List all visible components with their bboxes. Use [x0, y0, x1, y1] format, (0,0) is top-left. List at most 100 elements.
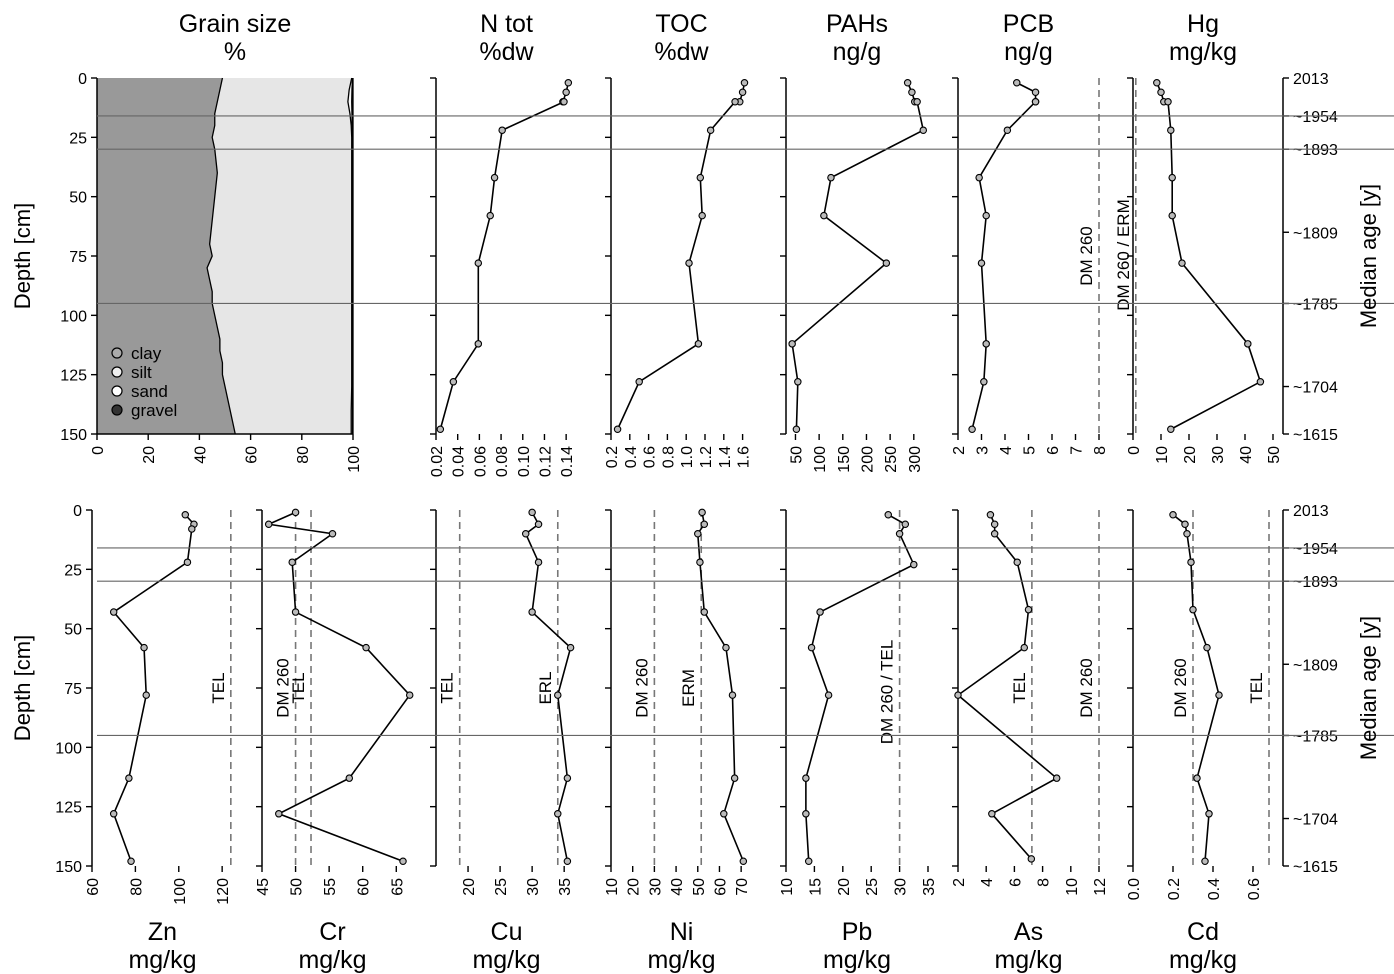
- panel-4-ref-label: DM 260: [1077, 226, 1096, 286]
- panel-1-x-tick-label: 0.14: [559, 446, 576, 477]
- panel-10-data-point: [816, 608, 824, 616]
- panel-1-x-tick-label: 0.08: [494, 446, 511, 477]
- age-tick-label-bottom: 2013: [1293, 503, 1329, 520]
- panel-0-x-tick-label: 80: [295, 446, 312, 464]
- panel-11-x-tick-label: 6: [1007, 878, 1024, 887]
- panel-6-x-tick-label: 120: [215, 878, 232, 905]
- panel-8-data-point: [563, 857, 572, 866]
- panel-1-data-point: [564, 78, 573, 87]
- age-tick-label-bottom: ~1954: [1293, 541, 1338, 558]
- panel-12-x-tick-label: 0.4: [1206, 878, 1223, 900]
- panel-10-x-tick-label: 20: [836, 878, 853, 896]
- legend-marker-clay: [111, 347, 123, 359]
- panel-2-data-point: [685, 259, 693, 267]
- panel-2-title-line-1: TOC: [655, 10, 707, 38]
- panel-0-title-line-1: Grain size: [179, 10, 292, 38]
- panel-7-data-point: [264, 520, 273, 528]
- panel-2-data-point: [613, 425, 622, 434]
- panel-4-title-line-2: ng/g: [1004, 38, 1053, 66]
- panel-7-data-point: [345, 774, 354, 782]
- panel-5-data-point: [1244, 340, 1252, 348]
- legend-label-gravel: gravel: [131, 401, 177, 420]
- panel-6-data-point: [188, 525, 196, 533]
- panel-4-series-line: [971, 82, 1037, 430]
- panel-3-data-point: [827, 173, 835, 182]
- panel-11-series-line: [956, 514, 1059, 860]
- panel-6-y-tick-label: 25: [64, 562, 82, 579]
- panel-3-data-point: [820, 211, 828, 220]
- panel-2-data-point: [706, 126, 715, 134]
- panel-9-title-line-1: Ni: [670, 918, 694, 946]
- panel-11-data-point: [1052, 774, 1061, 782]
- panel-10-x-tick-label: 35: [921, 878, 938, 896]
- panel-6-y-tick-label: 150: [55, 859, 82, 876]
- panel-6-data-point: [181, 510, 190, 519]
- panel-7-ref-label: TEL: [289, 672, 308, 703]
- panel-4-data-point: [977, 259, 986, 267]
- panel-6-series-line: [112, 514, 195, 862]
- legend-label-silt: silt: [131, 363, 152, 382]
- panel-5-data-point: [1153, 78, 1161, 87]
- panel-10-data-point: [895, 529, 904, 538]
- panel-10-x-tick-label: 30: [893, 878, 910, 896]
- panel-9-ref-label: ERM: [679, 669, 698, 707]
- panel-10-x-tick-label: 10: [779, 878, 796, 896]
- panel-12-title-line-1: Cd: [1187, 918, 1219, 946]
- panel-9-data-point: [720, 810, 728, 818]
- age-tick-label-bottom: ~1615: [1293, 859, 1338, 876]
- panel-12-ref-label: DM 260: [1171, 658, 1190, 718]
- panel-8-data-point: [563, 774, 572, 782]
- panel-2-x-tick-label: 0.4: [623, 446, 640, 468]
- panel-12-series-line: [1172, 514, 1220, 862]
- panel-8-data-point: [534, 520, 543, 528]
- panel-9-x-tick-label: 20: [626, 878, 643, 896]
- panel-8-data-point: [566, 643, 575, 652]
- panel-3-title-line-1: PAHs: [826, 10, 888, 38]
- panel-10-data-point: [910, 560, 918, 569]
- panel-9-data-point: [730, 774, 739, 782]
- panel-11-x-tick-label: 2: [951, 878, 968, 887]
- panel-11-data-point: [1013, 558, 1021, 566]
- panel-10-x-tick-label: 15: [807, 878, 824, 896]
- panel-10-data-point: [824, 691, 833, 699]
- panel-5-x-tick-label: 10: [1154, 446, 1171, 464]
- panel-4-data-point: [980, 378, 988, 386]
- panel-12-x-tick-label: 0.6: [1246, 878, 1263, 900]
- panel-1-data-point: [474, 340, 483, 348]
- panel-12-x-tick-label: 0.0: [1126, 878, 1143, 900]
- age-tick-label-top: ~1893: [1293, 142, 1338, 159]
- panel-2-x-tick-label: 1.6: [736, 446, 753, 468]
- panel-11-data-point: [990, 520, 999, 528]
- panel-3-x-tick-label: 150: [836, 446, 853, 473]
- panel-4-data-point: [982, 211, 990, 220]
- panel-2-x-tick-label: 0.8: [660, 446, 677, 468]
- panel-2-data-point: [731, 97, 739, 106]
- panel-3-x-tick-label: 300: [907, 446, 924, 473]
- panel-3-data-point: [908, 88, 916, 96]
- panel-7-data-point: [328, 529, 337, 538]
- panel-6-x-tick-label: 60: [85, 878, 102, 896]
- panel-6-y-tick-label: 125: [55, 800, 82, 817]
- panel-5-ref-label: DM 260 / ERM: [1114, 199, 1133, 310]
- panel-9-title-line-2: mg/kg: [647, 946, 715, 974]
- panel-3-title-line-2: ng/g: [833, 38, 882, 66]
- panel-0-x-tick-label: 40: [192, 446, 209, 464]
- panel-1-data-point: [436, 425, 445, 434]
- panel-5-series-line: [1156, 82, 1262, 430]
- panel-1-data-point: [560, 97, 568, 106]
- panel-9-data-point: [722, 643, 730, 652]
- panel-1-series-line: [439, 82, 570, 430]
- panel-12-data-point: [1169, 510, 1177, 519]
- panel-11-ref-label: DM 260: [1077, 658, 1096, 718]
- panel-6-data-point: [127, 857, 135, 866]
- panel-9-series-line: [696, 512, 745, 862]
- age-tick-label-bottom: ~1704: [1293, 812, 1338, 829]
- panel-4-data-point: [1003, 126, 1012, 134]
- panel-2-x-tick-label: 1.4: [717, 446, 734, 468]
- panel-11-x-tick-label: 10: [1064, 878, 1081, 896]
- panel-11-data-point: [988, 810, 996, 818]
- panel-0-y-tick-label: 75: [69, 249, 87, 266]
- panel-2-x-tick-label: 0.2: [604, 446, 621, 468]
- panel-3-data-point: [903, 78, 912, 87]
